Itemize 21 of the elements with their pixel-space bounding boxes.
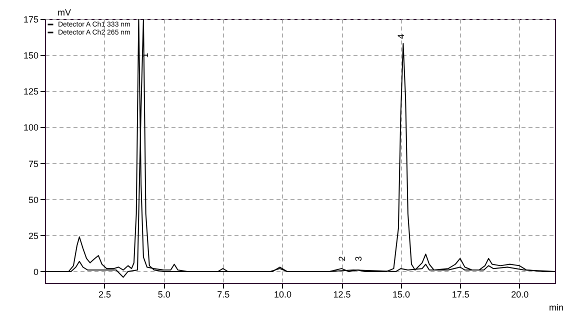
x-tick-label: 15.0 xyxy=(392,290,410,300)
y-tick-label: 175 xyxy=(23,14,38,24)
annotation: 4 xyxy=(396,34,406,40)
y-tick-label: 125 xyxy=(23,86,38,97)
x-tick-label: 17.5 xyxy=(452,290,470,300)
y-tick-label: 50 xyxy=(28,194,38,205)
annotation: 3 xyxy=(353,256,364,262)
x-tick-label: 7.5 xyxy=(217,290,230,300)
y-tick-label: 0 xyxy=(33,266,38,277)
y-tick-label: 100 xyxy=(23,122,38,133)
y-tick-label: 75 xyxy=(28,158,38,169)
x-tick-label: 10.0 xyxy=(274,290,292,300)
y-axis-title: mV xyxy=(58,8,71,18)
x-axis-title: min xyxy=(548,302,564,312)
y-tick-label: 150 xyxy=(23,50,38,61)
x-tick-label: 20.0 xyxy=(511,290,529,300)
x-tick-label: 12.5 xyxy=(333,290,351,300)
x-tick-label: 5.0 xyxy=(158,290,170,300)
x-tick-label: 2.5 xyxy=(98,290,112,300)
y-tick-label: 25 xyxy=(28,230,38,241)
annotation: 2 xyxy=(336,256,347,262)
